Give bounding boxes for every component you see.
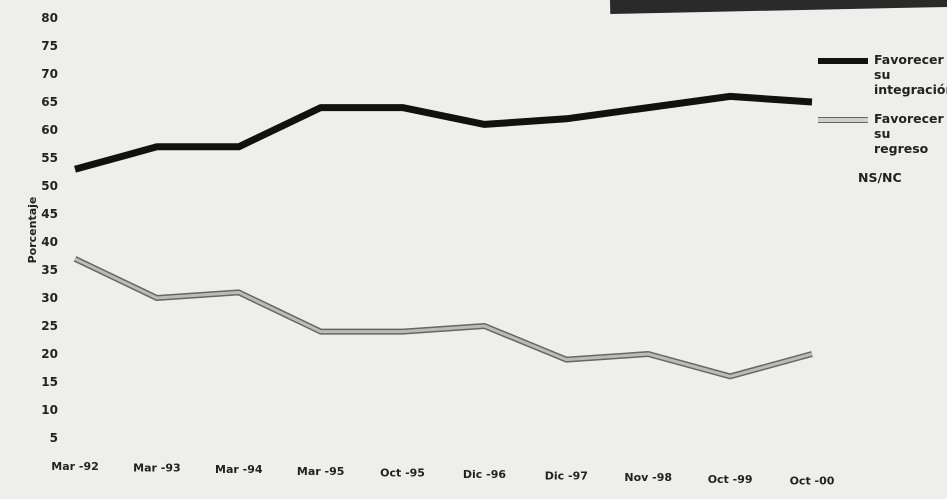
- legend-swatch-light: [818, 117, 868, 123]
- x-tick-label: Mar -93: [133, 462, 181, 475]
- series-layer: [73, 92, 813, 380]
- y-tick-label: 10: [41, 403, 58, 417]
- x-axis-ticks: Mar -92 Mar -93 Mar -94 Mar -95 Oct -95 Dic -…: [51, 460, 835, 487]
- y-tick-label: 50: [41, 179, 58, 193]
- x-tick-label: Oct -00: [790, 474, 835, 487]
- series-line-regreso: [74, 257, 813, 378]
- y-tick-label: 20: [41, 347, 58, 361]
- y-tick-label: 25: [41, 319, 58, 333]
- y-tick-label: 75: [41, 39, 58, 53]
- series-line-regreso-outline: [73, 256, 813, 380]
- legend-label: Favorecer su integración: [874, 52, 947, 97]
- y-axis-ticks: 5 10 15 20 25 30 35 40 45 50 55 60 65 70 75 80: [41, 11, 58, 445]
- x-tick-label: Mar -95: [297, 465, 345, 478]
- y-tick-label: 70: [41, 67, 58, 81]
- y-tick-label: 15: [41, 375, 58, 389]
- y-axis-label: Porcentaje: [26, 197, 39, 264]
- x-tick-label: Dic -97: [545, 470, 588, 483]
- legend-item-nsnc: NS/NC: [818, 170, 947, 185]
- x-tick-label: Mar -92: [51, 460, 99, 473]
- series-line-integracion: [74, 92, 813, 173]
- y-tick-label: 65: [41, 95, 58, 109]
- y-tick-label: 45: [41, 207, 58, 221]
- y-tick-label: 35: [41, 263, 58, 277]
- x-tick-label: Nov -98: [624, 471, 672, 484]
- legend: Favorecer su integración Favorecer su re…: [818, 52, 947, 199]
- y-tick-label: 30: [41, 291, 58, 305]
- y-tick-label: 40: [41, 235, 58, 249]
- legend-swatch-dark: [818, 58, 868, 64]
- x-tick-label: Dic -96: [463, 468, 506, 481]
- legend-label: NS/NC: [858, 170, 902, 185]
- y-tick-label: 80: [41, 11, 58, 25]
- x-tick-label: Oct -95: [380, 466, 425, 479]
- x-tick-label: Oct -99: [708, 473, 753, 486]
- legend-item-integracion: Favorecer su integración: [818, 52, 947, 97]
- legend-label: Favorecer su regreso: [874, 111, 944, 156]
- y-tick-label: 5: [50, 431, 58, 445]
- y-tick-label: 55: [41, 151, 58, 165]
- legend-item-regreso: Favorecer su regreso: [818, 111, 947, 156]
- y-tick-label: 60: [41, 123, 58, 137]
- x-tick-label: Mar -94: [215, 463, 263, 476]
